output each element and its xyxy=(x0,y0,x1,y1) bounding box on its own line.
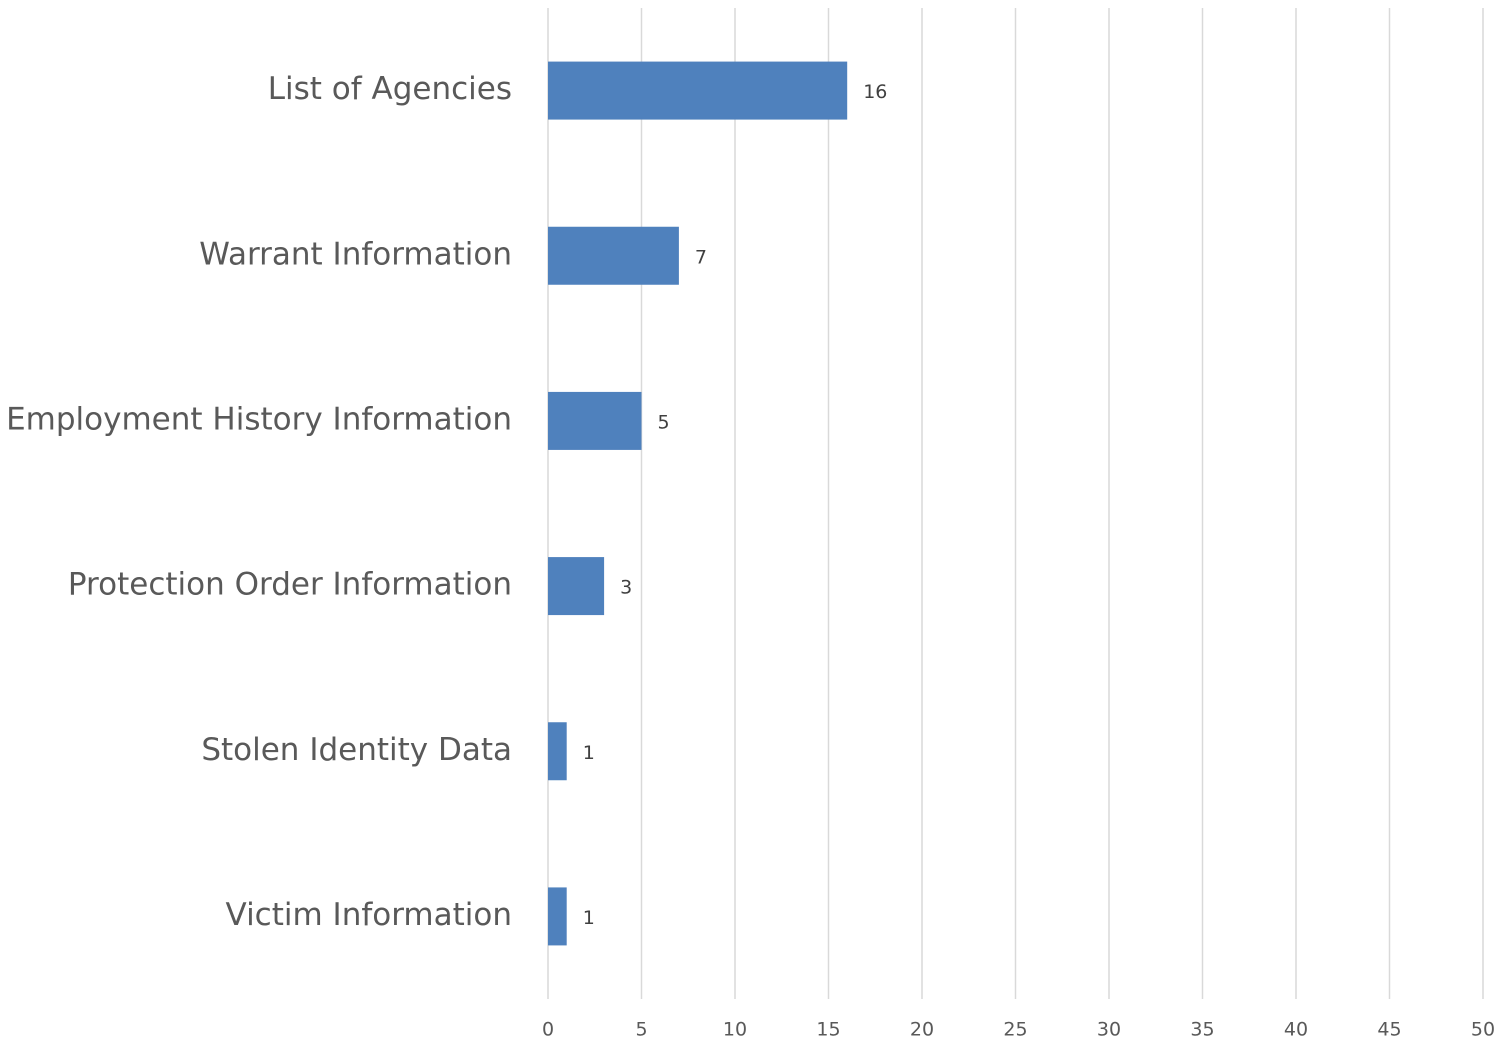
data-label: 16 xyxy=(863,81,887,103)
y-tick-label: Warrant Information xyxy=(199,236,512,272)
bar xyxy=(548,391,642,450)
x-tick-label: 35 xyxy=(1190,1019,1214,1041)
data-label: 7 xyxy=(695,246,707,268)
y-tick-label: Employment History Information xyxy=(6,401,512,437)
bar xyxy=(548,722,567,781)
x-tick-label: 10 xyxy=(723,1019,747,1041)
y-tick-label: Victim Information xyxy=(226,897,512,933)
y-tick-label: Protection Order Information xyxy=(68,567,512,603)
x-tick-label: 25 xyxy=(1003,1019,1027,1041)
bar xyxy=(548,226,679,285)
x-tick-label: 20 xyxy=(910,1019,934,1041)
data-label: 1 xyxy=(583,742,595,764)
x-tick-label: 5 xyxy=(635,1019,647,1041)
x-tick-label: 40 xyxy=(1284,1019,1308,1041)
y-tick-label: Stolen Identity Data xyxy=(201,732,512,768)
data-label: 5 xyxy=(658,411,670,433)
x-tick-label: 30 xyxy=(1097,1019,1121,1041)
bar xyxy=(548,61,848,120)
x-tick-label: 50 xyxy=(1471,1019,1495,1041)
y-tick-label: List of Agencies xyxy=(268,71,512,107)
data-label: 3 xyxy=(620,577,632,599)
bar xyxy=(548,887,567,946)
x-tick-label: 0 xyxy=(542,1019,554,1041)
data-label: 1 xyxy=(583,907,595,929)
bar xyxy=(548,557,605,616)
x-tick-label: 15 xyxy=(816,1019,840,1041)
x-tick-label: 45 xyxy=(1377,1019,1401,1041)
